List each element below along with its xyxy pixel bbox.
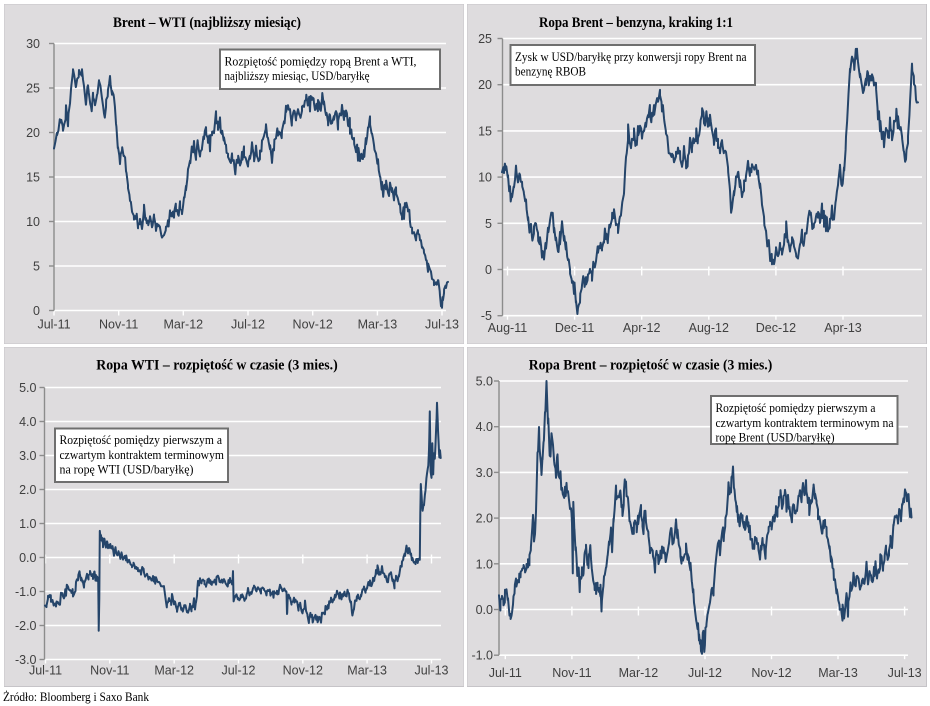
- svg-text:5.0: 5.0: [476, 375, 493, 389]
- svg-text:25: 25: [26, 82, 40, 96]
- svg-text:Jul-12: Jul-12: [688, 666, 722, 680]
- svg-text:Dec-11: Dec-11: [555, 321, 594, 335]
- svg-text:Nov-11: Nov-11: [552, 666, 591, 680]
- svg-text:Mar-13: Mar-13: [818, 666, 858, 680]
- svg-text:20: 20: [26, 126, 40, 140]
- svg-text:-1.0: -1.0: [15, 585, 37, 599]
- svg-text:5: 5: [33, 260, 40, 274]
- svg-text:Dec-12: Dec-12: [756, 321, 796, 335]
- svg-text:Jul-13: Jul-13: [425, 318, 459, 332]
- svg-text:30: 30: [26, 37, 40, 51]
- svg-text:Nov-12: Nov-12: [293, 318, 333, 332]
- svg-text:0.0: 0.0: [19, 551, 36, 565]
- svg-text:benzynę RBOB: benzynę RBOB: [515, 63, 586, 78]
- svg-text:1.0: 1.0: [19, 517, 36, 531]
- svg-text:20: 20: [478, 78, 492, 92]
- svg-text:0: 0: [33, 304, 40, 318]
- svg-text:Nov-11: Nov-11: [99, 318, 138, 332]
- svg-text:-1.0: -1.0: [471, 649, 493, 663]
- svg-text:10: 10: [478, 171, 492, 185]
- svg-text:3.0: 3.0: [19, 449, 36, 463]
- svg-text:2.0: 2.0: [19, 483, 36, 497]
- svg-text:Aug-11: Aug-11: [488, 321, 527, 335]
- svg-text:Mar-13: Mar-13: [358, 318, 398, 332]
- svg-text:Jul-12: Jul-12: [231, 318, 265, 332]
- svg-text:Mar-12: Mar-12: [164, 318, 204, 332]
- svg-text:Żródło: Bloomberg i Saxo Bank: Żródło: Bloomberg i Saxo Bank: [3, 690, 150, 704]
- svg-text:0.0: 0.0: [476, 603, 493, 617]
- svg-text:Apr-12: Apr-12: [623, 321, 661, 335]
- svg-text:najbliższy miesiąc, USD/baryłk: najbliższy miesiąc, USD/baryłkę: [225, 68, 370, 83]
- svg-text:Rozpiętość pomiędzy ropą Brent: Rozpiętość pomiędzy ropą Brent a WTI,: [225, 54, 417, 69]
- svg-text:Rozpiętość pomiędzy pierwszym: Rozpiętość pomiędzy pierwszym a: [716, 400, 876, 415]
- svg-text:10: 10: [26, 215, 40, 229]
- svg-text:15: 15: [26, 171, 40, 185]
- svg-text:-3.0: -3.0: [15, 653, 37, 667]
- svg-text:Ropa Brent – benzyna, kraking: Ropa Brent – benzyna, kraking 1:1: [539, 15, 733, 31]
- svg-text:Apr-13: Apr-13: [824, 321, 862, 335]
- svg-text:Nov-12: Nov-12: [283, 664, 323, 678]
- svg-text:Jul-11: Jul-11: [489, 666, 522, 680]
- svg-text:25: 25: [478, 32, 492, 46]
- svg-text:Mar-12: Mar-12: [619, 666, 659, 680]
- svg-text:Jul-11: Jul-11: [29, 664, 62, 678]
- svg-text:-2.0: -2.0: [15, 619, 37, 633]
- svg-text:5: 5: [485, 217, 492, 231]
- svg-text:czwartym kontraktem terminowym: czwartym kontraktem terminowym na: [716, 415, 894, 430]
- svg-text:5.0: 5.0: [19, 381, 36, 395]
- svg-text:Jul-12: Jul-12: [221, 664, 255, 678]
- svg-text:ropę Brent (USD/baryłkę): ropę Brent (USD/baryłkę): [716, 430, 835, 445]
- svg-text:Ropa WTI – rozpiętość w czasie: Ropa WTI – rozpiętość w czasie (3 mies.): [96, 358, 338, 374]
- svg-text:na ropę WTI (USD/baryłkę): na ropę WTI (USD/baryłkę): [60, 462, 194, 477]
- svg-text:Nov-12: Nov-12: [751, 666, 791, 680]
- svg-text:Nov-11: Nov-11: [90, 664, 129, 678]
- svg-text:4.0: 4.0: [19, 415, 36, 429]
- svg-text:Jul-13: Jul-13: [414, 664, 448, 678]
- svg-text:3.0: 3.0: [476, 466, 493, 480]
- svg-text:2.0: 2.0: [476, 512, 493, 526]
- svg-text:Mar-13: Mar-13: [347, 664, 387, 678]
- svg-text:Jul-13: Jul-13: [888, 666, 922, 680]
- svg-text:Ropa Brent – rozpiętość w czas: Ropa Brent – rozpiętość w czasie (3 mies…: [529, 358, 773, 374]
- svg-text:Rozpiętość pomiędzy pierwszym: Rozpiętość pomiędzy pierwszym a: [60, 432, 223, 447]
- svg-text:Zysk w USD/baryłkę przy konwer: Zysk w USD/baryłkę przy konwersji ropy B…: [515, 49, 747, 64]
- svg-text:-5: -5: [481, 309, 492, 323]
- svg-text:Jul-11: Jul-11: [37, 318, 70, 332]
- svg-text:1.0: 1.0: [476, 557, 493, 571]
- svg-text:15: 15: [478, 124, 492, 138]
- svg-text:Mar-12: Mar-12: [154, 664, 194, 678]
- svg-text:0: 0: [485, 263, 492, 277]
- svg-text:czwartym kontraktem terminowym: czwartym kontraktem terminowym: [60, 447, 225, 462]
- svg-text:4.0: 4.0: [476, 420, 493, 434]
- svg-text:Aug-12: Aug-12: [689, 321, 729, 335]
- svg-text:Brent – WTI (najbliższy miesią: Brent – WTI (najbliższy miesiąc): [113, 15, 301, 31]
